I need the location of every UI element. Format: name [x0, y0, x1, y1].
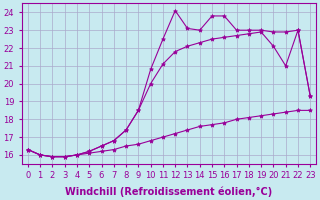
X-axis label: Windchill (Refroidissement éolien,°C): Windchill (Refroidissement éolien,°C) [65, 186, 273, 197]
